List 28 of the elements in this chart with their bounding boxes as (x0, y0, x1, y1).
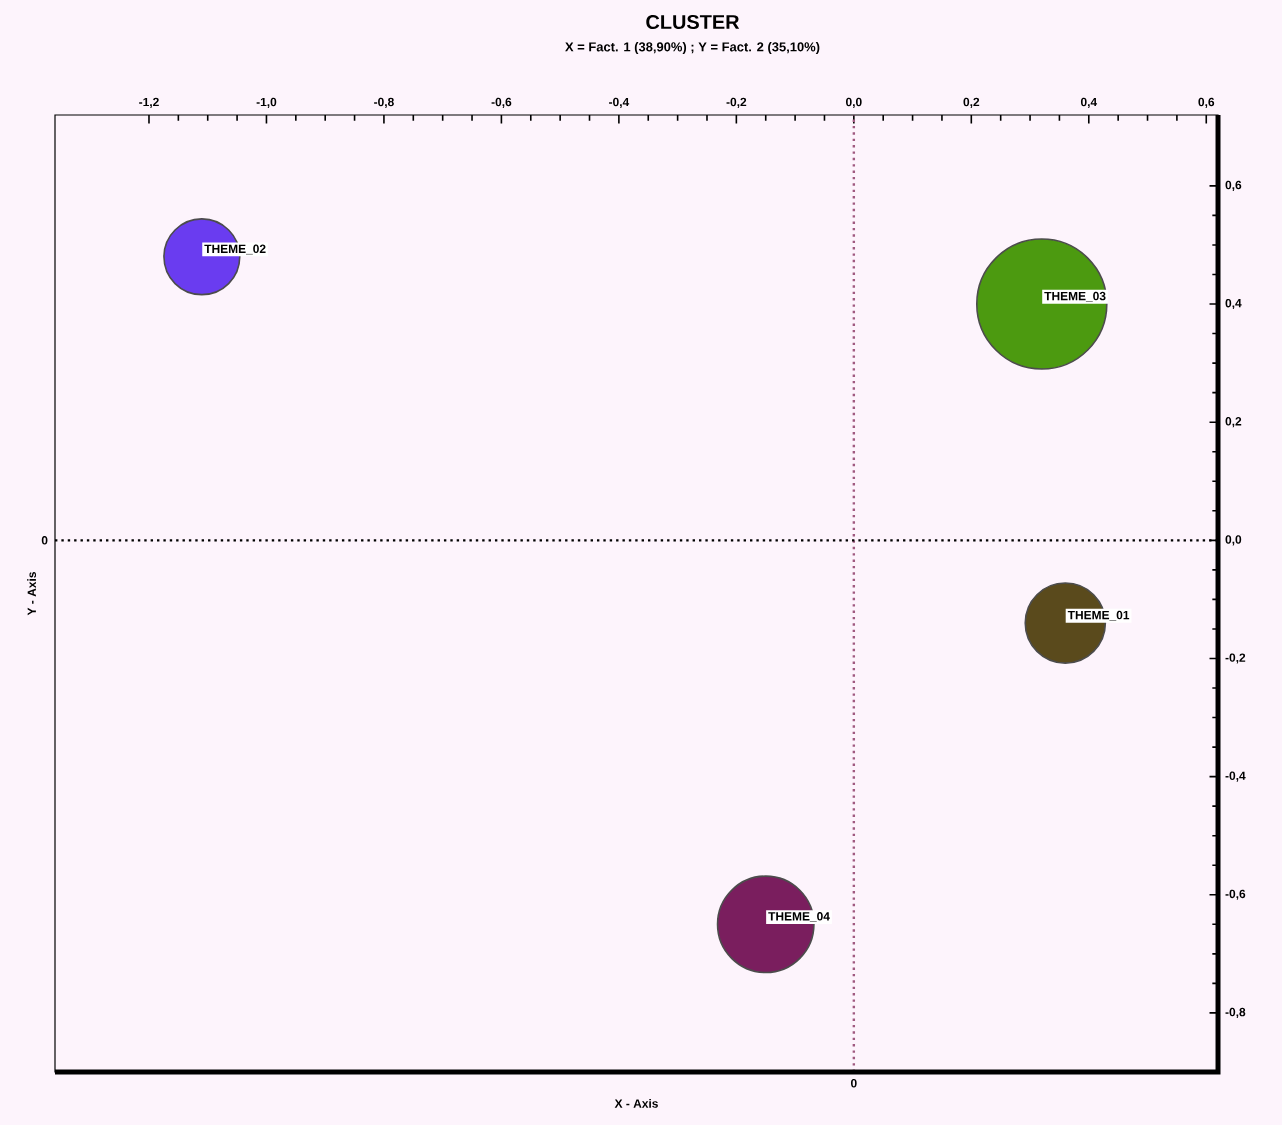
y-axis-title: Y - Axis (27, 572, 37, 616)
y-tick-label: 0,0 (1225, 535, 1242, 546)
x-tick-label: -0,6 (491, 97, 512, 108)
ref-line-label: 0 (850, 1079, 857, 1088)
y-tick-label: -0,2 (1225, 653, 1246, 664)
x-tick-label: 0,2 (963, 97, 980, 108)
annotation: THEME_02 (204, 244, 266, 255)
x-tick-label: -0,2 (726, 97, 747, 108)
chart-subtitle: X = Fact. 1 (38,90%) ; Y = Fact. 2 (35,10%) (565, 41, 820, 55)
y-tick-label: -0,8 (1225, 1007, 1246, 1019)
ref-line-label: 0 (41, 536, 48, 545)
annotation: THEME_03 (1044, 291, 1106, 302)
annotation: THEME_01 (1067, 610, 1130, 621)
x-tick-label: -0,8 (374, 97, 394, 108)
x-tick-label: 0,0 (846, 97, 862, 108)
x-tick-label: -1,2 (139, 97, 159, 108)
x-tick-label: -1,0 (256, 97, 277, 108)
annotation: THEME_04 (768, 912, 830, 922)
x-tick-label: 0,6 (1198, 97, 1215, 108)
y-tick-label: -0,6 (1225, 889, 1246, 900)
y-tick-label: 0,2 (1225, 417, 1242, 428)
x-tick-label: -0,4 (609, 97, 630, 108)
y-tick-label: 0,6 (1225, 180, 1242, 191)
chart-title: CLUSTER (646, 14, 740, 30)
y-tick-label: 0,4 (1225, 298, 1242, 310)
x-tick-label: 0,4 (1080, 97, 1098, 108)
x-axis-title: X - Axis (614, 1098, 658, 1108)
y-tick-label: -0,4 (1225, 771, 1246, 782)
